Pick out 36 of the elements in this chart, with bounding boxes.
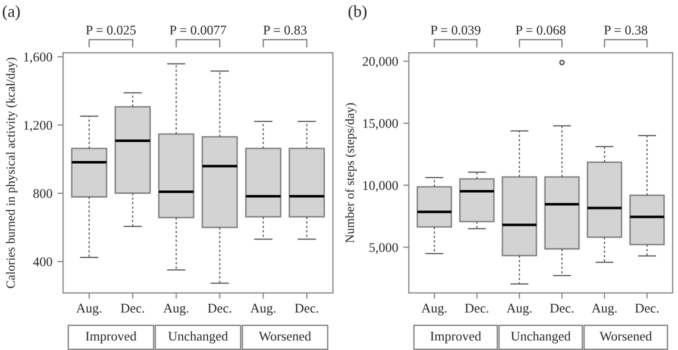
y-tick-label: 800 — [33, 189, 52, 198]
x-tick-label: Aug. — [592, 304, 617, 316]
text: P = 0.025 — [86, 26, 136, 35]
text: P = 0.0077 — [170, 26, 226, 35]
text: Worsened — [600, 331, 652, 341]
x-tick-label: Dec. — [635, 304, 658, 313]
y-tick-label: 1,600 — [24, 52, 52, 64]
y-axis-title: Number of steps (steps/day) — [345, 103, 357, 243]
y-tick-label: 20,000 — [362, 56, 398, 68]
text: P = 0.068 — [516, 26, 566, 35]
text: Improved — [430, 331, 482, 344]
chart-title: (a) — [2, 5, 20, 20]
text: Improved — [86, 331, 136, 344]
x-tick-label: Aug. — [163, 304, 188, 316]
y-tick-label: 1,200 — [24, 120, 52, 132]
y-axis-title: Calories burned in physical activity (kcal/day) — [6, 58, 18, 288]
x-tick-label: Dec. — [294, 304, 318, 313]
y-tick-label: 400 — [33, 257, 52, 266]
chart-title: (b) — [348, 5, 367, 20]
text: Unchanged — [510, 331, 571, 344]
text: P = 0.83 — [263, 26, 306, 35]
x-tick-label: Dec. — [208, 304, 232, 313]
y-tick-label: 15,000 — [363, 119, 398, 130]
y-tick-label: 5,000 — [369, 243, 398, 254]
text: Unchanged — [168, 331, 228, 344]
x-tick-label: Dec. — [120, 304, 144, 313]
text: Worsened — [258, 331, 312, 341]
text: P = 0.039 — [430, 26, 480, 35]
x-tick-label: Aug. — [250, 304, 276, 316]
x-tick-label: Aug. — [506, 304, 532, 316]
x-tick-label: Aug. — [76, 304, 102, 316]
text: P = 0.38 — [604, 26, 648, 35]
x-tick-label: Dec. — [550, 304, 574, 313]
x-tick-label: Dec. — [465, 304, 488, 313]
x-tick-label: Aug. — [421, 304, 446, 316]
y-tick-label: 10,000 — [363, 181, 398, 192]
